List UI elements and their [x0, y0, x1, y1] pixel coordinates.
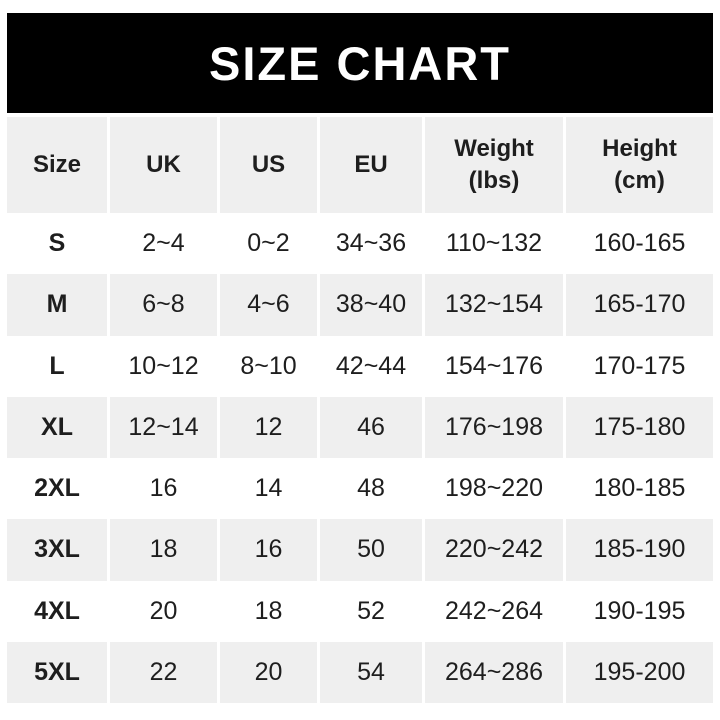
value-cell: 18 [220, 580, 317, 642]
value-cell: 48 [320, 458, 422, 520]
value-cell: 46 [320, 396, 422, 458]
value-cell: 132~154 [425, 274, 563, 336]
size-label-cell: XL [7, 396, 107, 458]
value-cell: 54 [320, 641, 422, 703]
page-title: SIZE CHART [209, 36, 511, 90]
value-cell: 38~40 [320, 274, 422, 336]
header-cell-height: Height (cm) [566, 117, 713, 213]
value-cell: 20 [220, 641, 317, 703]
value-cell: 6~8 [110, 274, 217, 336]
value-cell: 110~132 [425, 213, 563, 275]
value-cell: 10~12 [110, 335, 217, 397]
value-cell: 176~198 [425, 396, 563, 458]
value-cell: 50 [320, 519, 422, 581]
size-label-cell: L [7, 335, 107, 397]
value-cell: 52 [320, 580, 422, 642]
value-cell: 16 [110, 458, 217, 520]
value-cell: 34~36 [320, 213, 422, 275]
value-cell: 170-175 [566, 335, 713, 397]
header-label: EU [354, 150, 388, 178]
header-cell-uk: UK [110, 117, 217, 213]
header-label: UK [146, 150, 181, 178]
value-cell: 14 [220, 458, 317, 520]
value-cell: 18 [110, 519, 217, 581]
size-table: Size UK US EU Weight (lbs) Height (cm) S 2~4 0~2 34… [7, 117, 713, 703]
value-cell: 160-165 [566, 213, 713, 275]
value-cell: 22 [110, 641, 217, 703]
header-sublabel: (cm) [614, 167, 665, 194]
header-label: Height [602, 134, 677, 162]
header-cell-eu: EU [320, 117, 422, 213]
size-label-cell: S [7, 213, 107, 275]
value-cell: 220~242 [425, 519, 563, 581]
size-label-cell: 2XL [7, 458, 107, 520]
value-cell: 190-195 [566, 580, 713, 642]
header-cell-us: US [220, 117, 317, 213]
value-cell: 8~10 [220, 335, 317, 397]
value-cell: 264~286 [425, 641, 563, 703]
header-label: US [251, 150, 286, 178]
value-cell: 20 [110, 580, 217, 642]
header-cell-weight: Weight (lbs) [425, 117, 563, 213]
title-banner: SIZE CHART [7, 13, 713, 113]
size-label-cell: M [7, 274, 107, 336]
value-cell: 198~220 [425, 458, 563, 520]
value-cell: 242~264 [425, 580, 563, 642]
value-cell: 165-170 [566, 274, 713, 336]
value-cell: 0~2 [220, 213, 317, 275]
value-cell: 185-190 [566, 519, 713, 581]
value-cell: 4~6 [220, 274, 317, 336]
value-cell: 16 [220, 519, 317, 581]
value-cell: 195-200 [566, 641, 713, 703]
value-cell: 2~4 [110, 213, 217, 275]
size-label-cell: 5XL [7, 641, 107, 703]
value-cell: 42~44 [320, 335, 422, 397]
header-sublabel: (lbs) [468, 167, 520, 194]
value-cell: 12~14 [110, 396, 217, 458]
value-cell: 175-180 [566, 396, 713, 458]
header-label: Weight [454, 134, 534, 162]
header-label: Size [32, 150, 82, 178]
value-cell: 180-185 [566, 458, 713, 520]
size-label-cell: 4XL [7, 580, 107, 642]
size-label-cell: 3XL [7, 519, 107, 581]
header-cell-size: Size [7, 117, 107, 213]
value-cell: 154~176 [425, 335, 563, 397]
value-cell: 12 [220, 396, 317, 458]
